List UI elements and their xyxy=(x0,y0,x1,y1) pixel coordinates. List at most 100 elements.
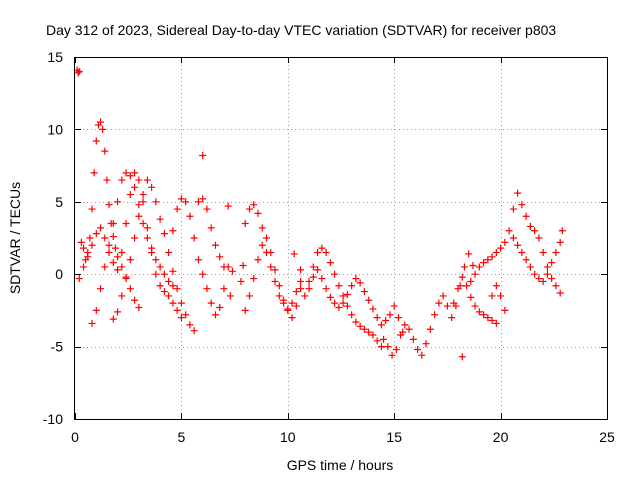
chart-title: Day 312 of 2023, Sidereal Day-to-day VTE… xyxy=(46,22,556,38)
data-point xyxy=(152,256,160,264)
data-point xyxy=(305,277,313,285)
data-point xyxy=(75,67,83,75)
data-point xyxy=(343,302,351,310)
data-series xyxy=(88,169,177,327)
y-tick-label: -10 xyxy=(43,411,63,427)
data-point xyxy=(122,169,130,177)
data-point xyxy=(409,335,417,343)
x-tick-labels: 0 5 10 15 20 25 xyxy=(71,429,615,445)
data-point xyxy=(111,244,119,252)
data-point xyxy=(77,238,85,246)
data-point xyxy=(258,241,266,249)
data-point xyxy=(173,306,181,314)
data-point xyxy=(301,292,309,300)
data-point xyxy=(109,220,117,228)
data-point xyxy=(86,234,94,242)
data-point xyxy=(484,314,492,322)
data-point xyxy=(114,308,122,316)
data-point xyxy=(331,299,339,307)
data-point xyxy=(186,321,194,329)
data-point xyxy=(450,299,458,307)
data-point xyxy=(199,270,207,278)
data-point xyxy=(103,176,111,184)
data-point xyxy=(558,227,566,235)
data-point xyxy=(377,343,385,351)
data-series xyxy=(194,151,247,300)
data-point xyxy=(556,238,564,246)
data-point xyxy=(92,137,100,145)
data-point xyxy=(228,267,236,275)
data-series xyxy=(75,169,185,322)
data-point xyxy=(331,270,339,278)
data-point xyxy=(539,248,547,256)
data-point xyxy=(173,285,181,293)
data-point xyxy=(177,195,185,203)
data-point xyxy=(348,311,356,319)
data-point xyxy=(288,314,296,322)
data-point xyxy=(84,253,92,261)
data-point xyxy=(518,201,526,209)
data-point xyxy=(505,227,513,235)
data-point xyxy=(290,250,298,258)
data-point xyxy=(509,205,517,213)
data-series xyxy=(450,273,509,327)
data-point xyxy=(318,244,326,252)
data-point xyxy=(309,273,317,281)
data-point xyxy=(182,198,190,206)
data-series xyxy=(109,176,198,335)
data-point xyxy=(160,288,168,296)
data-point xyxy=(556,289,564,297)
data-point xyxy=(531,270,539,278)
data-point xyxy=(543,270,551,278)
x-axis-label: GPS time / hours xyxy=(287,457,394,473)
data-point xyxy=(369,331,377,339)
data-point xyxy=(365,328,373,336)
data-point xyxy=(552,248,560,256)
data-point xyxy=(305,285,313,293)
x-tick-label: 25 xyxy=(599,429,615,445)
data-point xyxy=(382,317,390,325)
data-point xyxy=(267,263,275,271)
data-series xyxy=(301,266,407,336)
data-point xyxy=(431,311,439,319)
data-point xyxy=(97,224,105,232)
data-point xyxy=(148,244,156,252)
y-tick-label: 15 xyxy=(47,49,63,65)
data-point xyxy=(548,275,556,283)
data-point xyxy=(497,292,505,300)
data-point xyxy=(535,234,543,242)
data-point xyxy=(80,244,88,252)
data-point xyxy=(105,241,113,249)
data-point xyxy=(105,201,113,209)
data-point xyxy=(216,253,224,261)
data-point xyxy=(156,282,164,290)
data-point xyxy=(439,292,447,300)
data-point xyxy=(480,311,488,319)
data-point xyxy=(539,277,547,285)
data-point xyxy=(194,256,202,264)
data-point xyxy=(467,293,475,301)
data-point xyxy=(114,198,122,206)
data-point xyxy=(426,325,434,333)
data-point xyxy=(250,201,258,209)
data-point xyxy=(380,335,388,343)
data-point xyxy=(254,256,262,264)
data-point xyxy=(156,215,164,223)
data-point xyxy=(526,263,534,271)
data-points xyxy=(73,66,566,361)
data-point xyxy=(241,306,249,314)
data-point xyxy=(75,275,83,283)
data-point xyxy=(280,299,288,307)
data-point xyxy=(92,306,100,314)
data-point xyxy=(135,212,143,220)
data-point xyxy=(343,290,351,298)
data-point xyxy=(135,201,143,209)
data-point xyxy=(109,315,117,323)
data-point xyxy=(131,296,139,304)
data-point xyxy=(118,176,126,184)
data-point xyxy=(475,263,483,271)
data-point xyxy=(105,248,113,256)
data-point xyxy=(314,248,322,256)
data-point xyxy=(458,353,466,361)
data-point xyxy=(254,209,262,217)
